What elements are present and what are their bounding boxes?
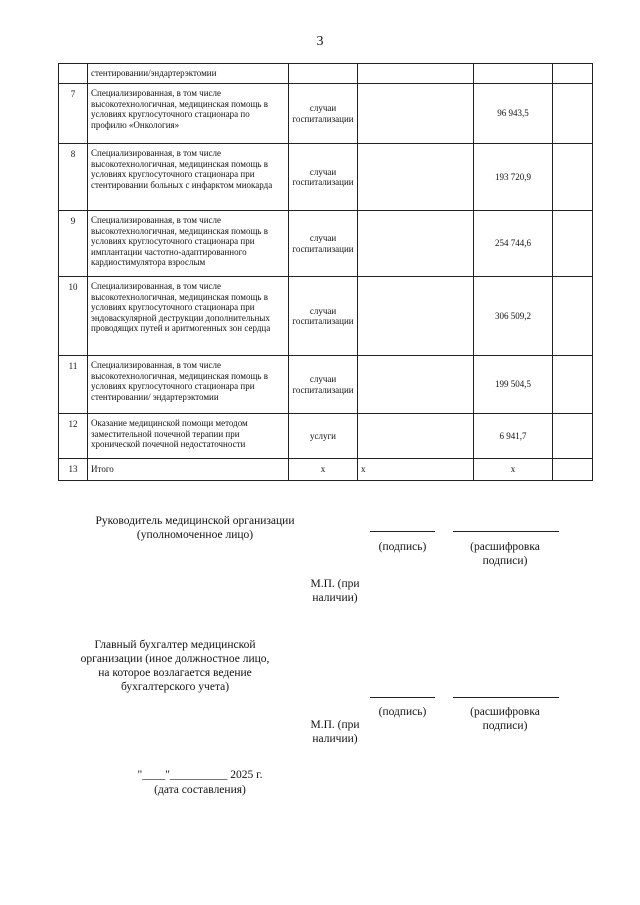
column-4-cell <box>357 143 474 211</box>
unit-cell: услуги <box>288 413 358 459</box>
continued-text: стентировании/эндартерэктомии <box>87 63 289 84</box>
tariff-value: 306 509,2 <box>473 276 553 356</box>
decoding-label: (расшифровка подписи) <box>470 541 540 567</box>
stamp-label: М.П. (при наличии) <box>310 578 360 604</box>
column-6-cell <box>552 458 593 481</box>
unit-cell: случаи госпитализации <box>288 143 358 211</box>
column-4-cell <box>357 276 474 356</box>
unit-cell: случаи госпитализации <box>288 210 358 277</box>
signature-label: (подпись) <box>378 706 427 718</box>
tariff-value: x <box>473 458 553 481</box>
column-6-cell <box>552 276 593 356</box>
tariff-value: 6 941,7 <box>473 413 553 459</box>
row-number: 8 <box>58 143 88 211</box>
date-label: (дата составления) <box>154 784 246 796</box>
row-number: 9 <box>58 210 88 277</box>
row-number: 7 <box>58 83 88 144</box>
column-4-cell <box>357 413 474 459</box>
tariff-value: 254 744,6 <box>473 210 553 277</box>
page-number: 3 <box>316 34 324 49</box>
column-6-cell <box>552 210 593 277</box>
column-6-cell <box>552 143 593 211</box>
table-row: 10 Специализированная, в том числе высоко… <box>58 276 593 356</box>
service-description: Специализированная, в том числе высокоте… <box>87 276 289 356</box>
table-row: 11 Специализированная, в том числе высоко… <box>58 355 593 414</box>
row-number: 11 <box>58 355 88 414</box>
head-title: Руководитель медицинской организации (уп… <box>95 515 295 541</box>
stamp-label: М.П. (при наличии) <box>310 719 360 745</box>
table-row: 12 Оказание медицинской помощи методом за… <box>58 413 593 459</box>
service-description: Итого <box>87 458 289 481</box>
column-4-cell <box>357 355 474 414</box>
signature-line <box>370 697 435 698</box>
unit-cell: случаи госпитализации <box>288 83 358 144</box>
accountant-title: Главный бухгалтер медицинской организаци… <box>80 639 270 693</box>
signature-label: (подпись) <box>378 541 427 553</box>
unit-cell: случаи госпитализации <box>288 276 358 356</box>
service-description: Оказание медицинской помощи методом заме… <box>87 413 289 459</box>
row-number: 13 <box>58 458 88 481</box>
column-4-cell <box>357 83 474 144</box>
date-line: "____"__________ 2025 г. <box>137 769 263 781</box>
column-4-cell: x <box>357 458 474 481</box>
unit-cell: x <box>288 458 358 481</box>
column-6-cell <box>552 355 593 414</box>
service-description: Специализированная, в том числе высокоте… <box>87 210 289 277</box>
decoding-line <box>453 697 559 698</box>
tariff-value: 193 720,9 <box>473 143 553 211</box>
tariff-table: стентировании/эндартерэктомии 7 Специализ… <box>58 63 593 481</box>
tariff-value: 199 504,5 <box>473 355 553 414</box>
table-row: 7 Специализированная, в том числе высокот… <box>58 83 593 144</box>
table-row: стентировании/эндартерэктомии <box>58 63 593 84</box>
decoding-line <box>453 531 559 532</box>
decoding-label: (расшифровка подписи) <box>470 706 540 732</box>
signature-line <box>370 531 435 532</box>
column-4-cell <box>357 210 474 277</box>
tariff-value: 96 943,5 <box>473 83 553 144</box>
service-description: Специализированная, в том числе высокоте… <box>87 83 289 144</box>
unit-cell: случаи госпитализации <box>288 355 358 414</box>
column-6-cell <box>552 83 593 144</box>
table-row: 8 Специализированная, в том числе высокот… <box>58 143 593 211</box>
service-description: Специализированная, в том числе высокоте… <box>87 355 289 414</box>
column-6-cell <box>552 413 593 459</box>
service-description: Специализированная, в том числе высокоте… <box>87 143 289 211</box>
row-number: 10 <box>58 276 88 356</box>
row-number: 12 <box>58 413 88 459</box>
table-row: 9 Специализированная, в том числе высокот… <box>58 210 593 277</box>
table-row: 13 Итого x x x <box>58 458 593 481</box>
